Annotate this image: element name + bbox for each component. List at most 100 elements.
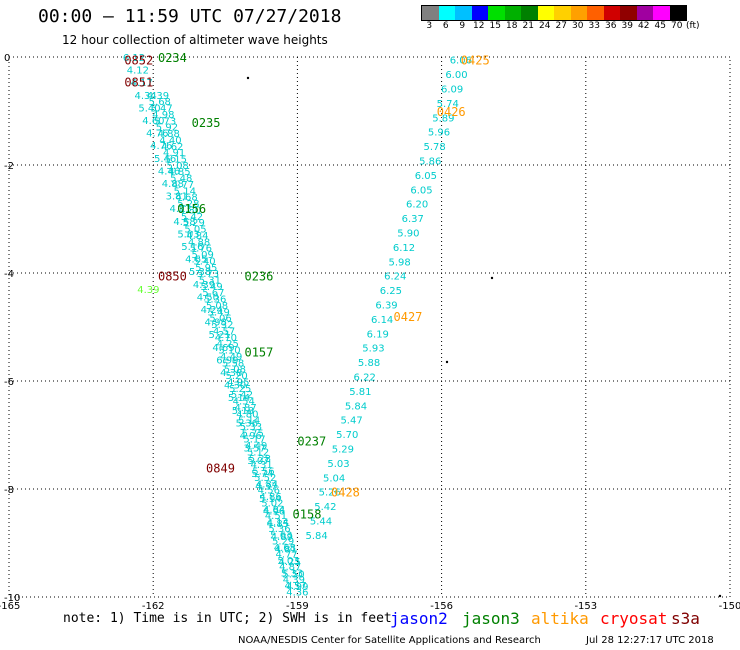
swh-value-label: 5.36 [236,418,258,429]
colorbar-swatch [438,6,455,20]
swh-value-label: 6.37 [402,214,424,225]
swh-value-label: 5.29 [183,218,205,229]
swh-value-label: 5.63 [270,530,292,541]
legend-item-jason3: jason3 [462,609,520,628]
swh-value-label: 4.76 [150,141,172,152]
y-tick-label: -2 [4,161,14,172]
colorbar-swatch [587,6,604,20]
swh-value-label: 5.33 [281,568,303,579]
colorbar-label: 9 [459,21,466,31]
swh-value-label: 4.30 [224,381,246,392]
chart-subtitle: 12 hour collection of altimeter wave hei… [62,33,328,47]
swh-value-label: 4.84 [256,479,278,490]
colorbar-swatch [636,6,653,20]
swh-value-label: 4.70 [215,333,237,344]
swh-value-label: 6.09 [441,85,463,96]
swh-value-label: 4.62 [161,142,183,153]
swh-value-label: 5.76 [190,244,212,255]
swh-value-label: 5.73 [154,116,176,127]
swh-value-label: 5.90 [397,229,419,240]
time-label: 0234 [158,51,187,65]
swh-value-label: 5.03 [277,556,299,567]
swh-value-label: 4.96 [263,507,285,518]
footer-timestamp: Jul 28 12:27:17 UTC 2018 [586,635,714,646]
colorbar-labels: 3 6 9 12 15 18 21 24 27 30 33 36 39 42 45 70 (ft) [421,21,700,31]
colorbar-unit: (ft) [686,21,700,31]
colorbar-label: 6 [442,21,449,31]
swh-value-label: 4.84 [263,505,285,516]
colorbar-swatch [537,6,554,20]
colorbar-swatch [471,6,488,20]
swh-value-label: 4.17 [131,78,153,89]
colorbar [421,5,687,21]
land-speck [490,276,494,280]
swh-value-label: 5.75 [242,428,264,439]
swh-value-label: 5.20 [226,371,248,382]
colorbar-swatch [570,6,587,20]
time-label: 0158 [293,507,322,521]
land-speck [445,360,449,364]
swh-value-label: 5.10 [218,346,240,357]
swh-value-label: 5.03 [327,459,349,470]
colorbar-swatch [455,6,472,20]
swh-value-label: 4.86 [259,492,281,503]
swh-value-label: 4.68 [175,193,197,204]
swh-value-label: 4.98 [205,318,227,329]
swh-value-label: 5.78 [423,142,445,153]
colorbar-label: 33 [588,21,600,31]
swh-value-label: 4.95 [227,377,249,388]
swh-value-label: 4.57 [213,326,235,337]
swh-value-label: 4.31 [251,460,273,471]
x-tick-label: -159 [286,601,309,612]
swh-value-label: 5.88 [358,358,380,369]
colorbar-swatch [488,6,505,20]
swh-value-label: 4.81 [275,544,297,555]
swh-value-label: 5.29 [272,537,294,548]
swh-value-label: 5.44 [310,517,332,528]
swh-value-label: 5.89 [432,113,454,124]
legend-item-altika: altika [531,609,589,628]
swh-value-label: 4.85 [267,519,289,530]
swh-value-label: 4.25 [278,557,300,568]
swh-value-label: 4.56 [258,486,280,497]
swh-value-label: 4.49 [245,441,267,452]
colorbar-swatch [653,6,670,20]
swh-value-label: 5.07 [247,456,269,467]
swh-value-label: 5.16 [181,242,203,253]
swh-value-label: 5.47 [150,104,172,115]
swh-value-label: 5.92 [156,123,178,134]
swh-value-label: 5.02 [261,498,283,509]
x-tick-label: -150 [719,601,740,612]
swh-value-label: 4.14 [267,518,289,529]
time-label: 0426 [437,105,466,119]
swh-value-label: 4.88 [158,129,180,140]
swh-value-label: 4.49 [220,352,242,363]
swh-value-label: 4.54 [233,397,255,408]
swh-value-label: 6.12 [123,53,145,64]
swh-value-label: 5.74 [251,469,273,480]
swh-value-label: 5.36 [268,524,290,535]
colorbar-label: 15 [489,21,501,31]
swh-value-label: 5.28 [249,454,271,465]
footer-credit: NOAA/NESDIS Center for Satellite Applica… [238,635,541,646]
swh-value-label: 4.77 [276,549,298,560]
swh-value-label: 5.52 [254,473,276,484]
swh-value-label: 4.46 [158,166,180,177]
swh-value-label: 5.14 [174,186,196,197]
swh-value-label: 5.49 [200,282,222,293]
swh-value-label: 5.49 [208,307,230,318]
swh-value-label: 5.67 [202,288,224,299]
land-speck [246,76,250,80]
swh-value-label: 4.76 [146,129,168,140]
swh-value-label: 6.05 [410,185,432,196]
colorbar-swatch [504,6,521,20]
swh-value-label: 5.42 [181,212,203,223]
time-label: 0850 [158,270,187,284]
y-tick-label: -8 [4,485,14,496]
time-label: 0427 [394,310,423,324]
swh-value-label: 4.89 [271,532,293,543]
swh-value-label: 5.03 [177,229,199,240]
swh-value-label: 5.17 [243,435,265,446]
time-label: 0849 [206,461,235,475]
land-speck [718,594,722,598]
